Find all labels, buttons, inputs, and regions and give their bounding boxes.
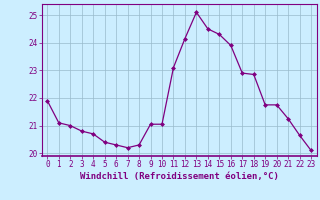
X-axis label: Windchill (Refroidissement éolien,°C): Windchill (Refroidissement éolien,°C) <box>80 172 279 181</box>
